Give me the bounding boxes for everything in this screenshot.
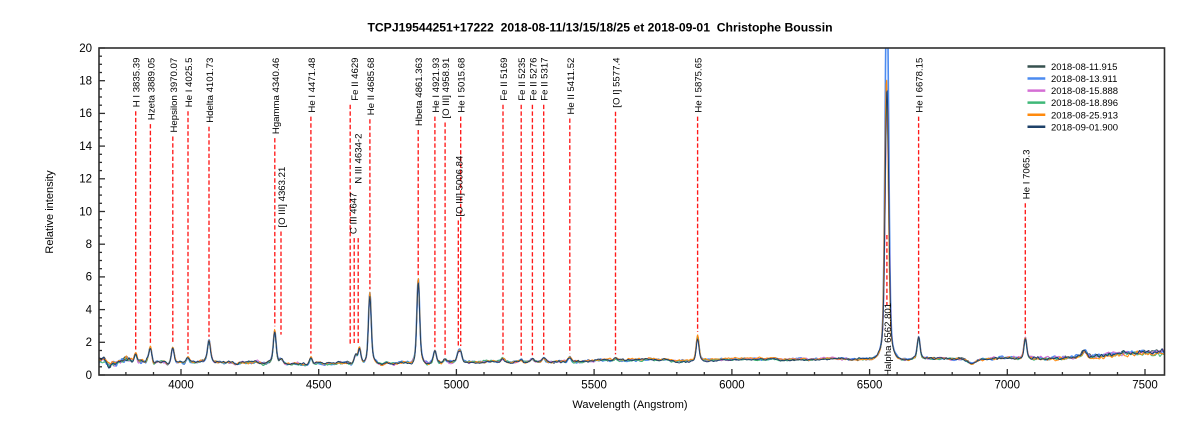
svg-text:5500: 5500: [581, 380, 607, 392]
svg-text:He I 5875.65: He I 5875.65: [694, 58, 705, 113]
svg-text:Fe II 5169: Fe II 5169: [499, 57, 510, 100]
svg-text:TCPJ19544251+17222 2018-08-11: TCPJ19544251+17222 2018-08-11/13/15/18/2…: [367, 21, 832, 35]
svg-text:He II 5411.52: He II 5411.52: [566, 58, 577, 115]
svg-text:Fe II 5235: Fe II 5235: [517, 57, 528, 100]
svg-text:Fe II 4629: Fe II 4629: [350, 57, 361, 100]
svg-text:[O III] 4363.21: [O III] 4363.21: [277, 167, 288, 228]
svg-text:H I 3835.39: H I 3835.39: [132, 58, 143, 108]
svg-text:8: 8: [86, 239, 92, 251]
svg-text:Halpha 6562.801: Halpha 6562.801: [883, 303, 894, 376]
svg-text:Hzeta 3889.05: Hzeta 3889.05: [146, 58, 157, 120]
svg-text:[O I] 5577.4: [O I] 5577.4: [612, 57, 623, 108]
svg-text:6: 6: [86, 272, 92, 284]
svg-text:[O III] 4958.91: [O III] 4958.91: [441, 58, 452, 119]
svg-text:2018-08-11.915: 2018-08-11.915: [1051, 62, 1117, 73]
svg-text:2018-08-13.911: 2018-08-13.911: [1051, 74, 1117, 85]
svg-text:16: 16: [79, 108, 92, 120]
svg-text:Hbeta 4861.363: Hbeta 4861.363: [414, 58, 425, 126]
svg-text:4500: 4500: [306, 380, 332, 392]
svg-text:14: 14: [79, 141, 92, 153]
svg-text:Wavelength (Angstrom): Wavelength (Angstrom): [572, 399, 687, 411]
svg-text:Hdelta 4101.73: Hdelta 4101.73: [205, 58, 216, 123]
svg-text:He I 7065.3: He I 7065.3: [1021, 150, 1032, 200]
svg-text:Hgamma 4340.46: Hgamma 4340.46: [271, 58, 282, 134]
svg-text:Hepsilon 3970.07: Hepsilon 3970.07: [169, 58, 180, 133]
svg-text:Fe II 5317: Fe II 5317: [540, 57, 551, 100]
svg-text:Relative intensity: Relative intensity: [44, 170, 56, 254]
svg-text:He I 5015.68: He I 5015.68: [457, 58, 468, 113]
svg-text:N III 4634-2: N III 4634-2: [354, 134, 365, 184]
svg-text:Fe II 5276: Fe II 5276: [528, 57, 539, 100]
svg-text:He I 4025.5: He I 4025.5: [184, 58, 195, 108]
svg-text:2018-08-25.913: 2018-08-25.913: [1051, 110, 1118, 121]
svg-text:He I 4921.93: He I 4921.93: [431, 58, 442, 113]
svg-text:He II 4685.68: He II 4685.68: [366, 58, 377, 116]
svg-text:2018-08-15.888: 2018-08-15.888: [1051, 86, 1118, 97]
svg-text:10: 10: [79, 206, 92, 218]
svg-text:4000: 4000: [168, 380, 194, 392]
svg-text:2018-09-01.900: 2018-09-01.900: [1051, 122, 1118, 133]
svg-text:He I 4471.48: He I 4471.48: [307, 58, 318, 113]
svg-text:C III 4647: C III 4647: [349, 192, 360, 234]
svg-text:[O III] 5006.84: [O III] 5006.84: [454, 155, 465, 216]
svg-text:6500: 6500: [857, 380, 883, 392]
svg-text:7000: 7000: [995, 380, 1021, 392]
svg-text:2: 2: [86, 337, 92, 349]
svg-text:12: 12: [79, 174, 92, 186]
svg-text:2018-08-18.896: 2018-08-18.896: [1051, 98, 1118, 109]
svg-text:4: 4: [86, 304, 93, 316]
svg-text:6000: 6000: [719, 380, 745, 392]
svg-text:5000: 5000: [444, 380, 470, 392]
svg-text:18: 18: [79, 76, 92, 88]
svg-text:0: 0: [86, 370, 92, 382]
svg-text:He I 6678.15: He I 6678.15: [915, 58, 926, 113]
svg-text:20: 20: [79, 43, 92, 55]
svg-text:7500: 7500: [1132, 380, 1158, 392]
